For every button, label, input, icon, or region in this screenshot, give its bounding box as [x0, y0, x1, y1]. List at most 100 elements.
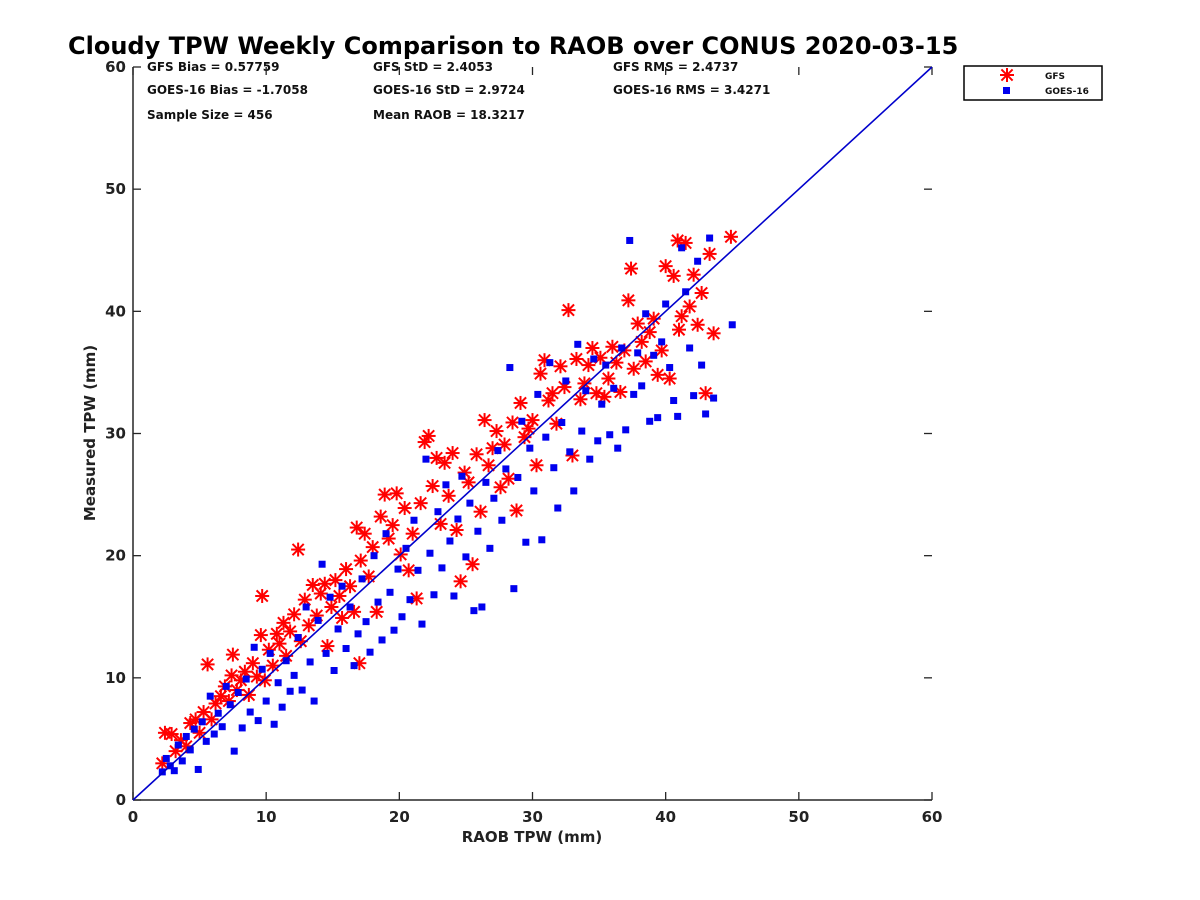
- goes-point: [162, 754, 170, 762]
- goes-point: [570, 487, 578, 495]
- goes-point: [194, 765, 202, 773]
- gfs-point: [597, 389, 612, 404]
- goes-point: [230, 747, 238, 755]
- gfs-point: [373, 509, 388, 524]
- gfs-point: [671, 322, 686, 337]
- gfs-point: [425, 479, 440, 494]
- goes-point: [246, 708, 254, 716]
- goes-point: [402, 544, 410, 552]
- gfs-point: [437, 455, 452, 470]
- goes-point: [214, 709, 222, 717]
- x-tick-label: 50: [788, 808, 809, 826]
- goes-point: [398, 613, 406, 621]
- goes-point: [390, 626, 398, 634]
- goes-point: [454, 515, 462, 523]
- x-tick-label: 30: [522, 808, 543, 826]
- goes-point: [590, 355, 598, 363]
- goes-point: [418, 620, 426, 628]
- goes-point: [706, 234, 714, 242]
- goes-point: [450, 592, 458, 600]
- gfs-point: [269, 626, 284, 641]
- goes-point: [434, 508, 442, 516]
- goes-point: [650, 351, 658, 359]
- gfs-point: [265, 658, 280, 673]
- gfs-point: [662, 371, 677, 386]
- goes-point: [258, 665, 266, 673]
- gfs-point: [335, 610, 350, 625]
- gfs-point: [283, 624, 298, 639]
- gfs-point: [573, 392, 588, 407]
- gfs-point: [642, 325, 657, 340]
- gfs-point: [255, 588, 270, 603]
- goes-point: [386, 588, 394, 596]
- y-tick-label: 40: [105, 302, 126, 320]
- goes-point: [546, 359, 554, 367]
- gfs-point: [577, 376, 592, 391]
- goes-point: [330, 667, 338, 675]
- gfs-point: [698, 386, 713, 401]
- goes-point: [674, 412, 682, 420]
- gfs-point: [481, 458, 496, 473]
- legend-goes-marker: [1003, 87, 1010, 94]
- goes-point: [482, 478, 490, 486]
- x-tick-label: 10: [256, 808, 277, 826]
- legend-gfs-label: GFS: [1045, 72, 1065, 82]
- goes-point: [578, 427, 586, 435]
- y-tick-label: 30: [105, 425, 126, 443]
- gfs-point: [453, 574, 468, 589]
- goes-point: [642, 310, 650, 318]
- goes-point: [346, 603, 354, 611]
- goes-point: [598, 400, 606, 408]
- goes-point: [334, 625, 342, 633]
- gfs-point: [702, 246, 717, 261]
- goes-point: [186, 746, 194, 754]
- gfs-point: [465, 557, 480, 572]
- goes-point: [262, 697, 270, 705]
- goes-point: [366, 648, 374, 656]
- gfs-point: [253, 628, 268, 643]
- gfs-point: [690, 317, 705, 332]
- goes-point: [406, 596, 414, 604]
- goes-point: [494, 447, 502, 455]
- gfs-point: [609, 355, 624, 370]
- x-tick-label: 40: [655, 808, 676, 826]
- gfs-point: [624, 261, 639, 276]
- goes-point: [222, 682, 230, 690]
- goes-point: [370, 552, 378, 560]
- goes-point: [678, 244, 686, 252]
- goes-point: [310, 697, 318, 705]
- gfs-point: [545, 386, 560, 401]
- goes-point: [374, 598, 382, 606]
- gfs-point: [489, 424, 504, 439]
- gfs-point: [626, 361, 641, 376]
- goes-point: [362, 618, 370, 626]
- gfs-point: [349, 520, 364, 535]
- goes-point: [318, 560, 326, 568]
- gfs-point: [353, 553, 368, 568]
- gfs-point: [339, 562, 354, 577]
- goes-point: [322, 649, 330, 657]
- gfs-point: [605, 339, 620, 354]
- goes-point: [342, 645, 350, 653]
- goes-point: [314, 616, 322, 624]
- chart-title: Cloudy TPW Weekly Comparison to RAOB ove…: [68, 32, 958, 60]
- goes-point: [662, 300, 670, 308]
- goes-point: [414, 566, 422, 574]
- gfs-point: [529, 458, 544, 473]
- goes-point: [378, 636, 386, 644]
- goes-point: [290, 671, 298, 679]
- goes-point: [394, 565, 402, 573]
- goes-point: [534, 390, 542, 398]
- goes-point: [266, 649, 274, 657]
- gfs-point: [208, 696, 223, 711]
- goes-point: [350, 662, 358, 670]
- legend-gfs-marker: [1000, 68, 1014, 82]
- stat-goes-std: GOES-16 StD = 2.9724: [373, 83, 525, 97]
- goes-point: [178, 757, 186, 765]
- goes-point: [682, 288, 690, 296]
- goes-point: [558, 419, 566, 427]
- gfs-point: [241, 687, 256, 702]
- gfs-point: [164, 727, 179, 742]
- goes-point: [702, 410, 710, 418]
- goes-point: [410, 516, 418, 524]
